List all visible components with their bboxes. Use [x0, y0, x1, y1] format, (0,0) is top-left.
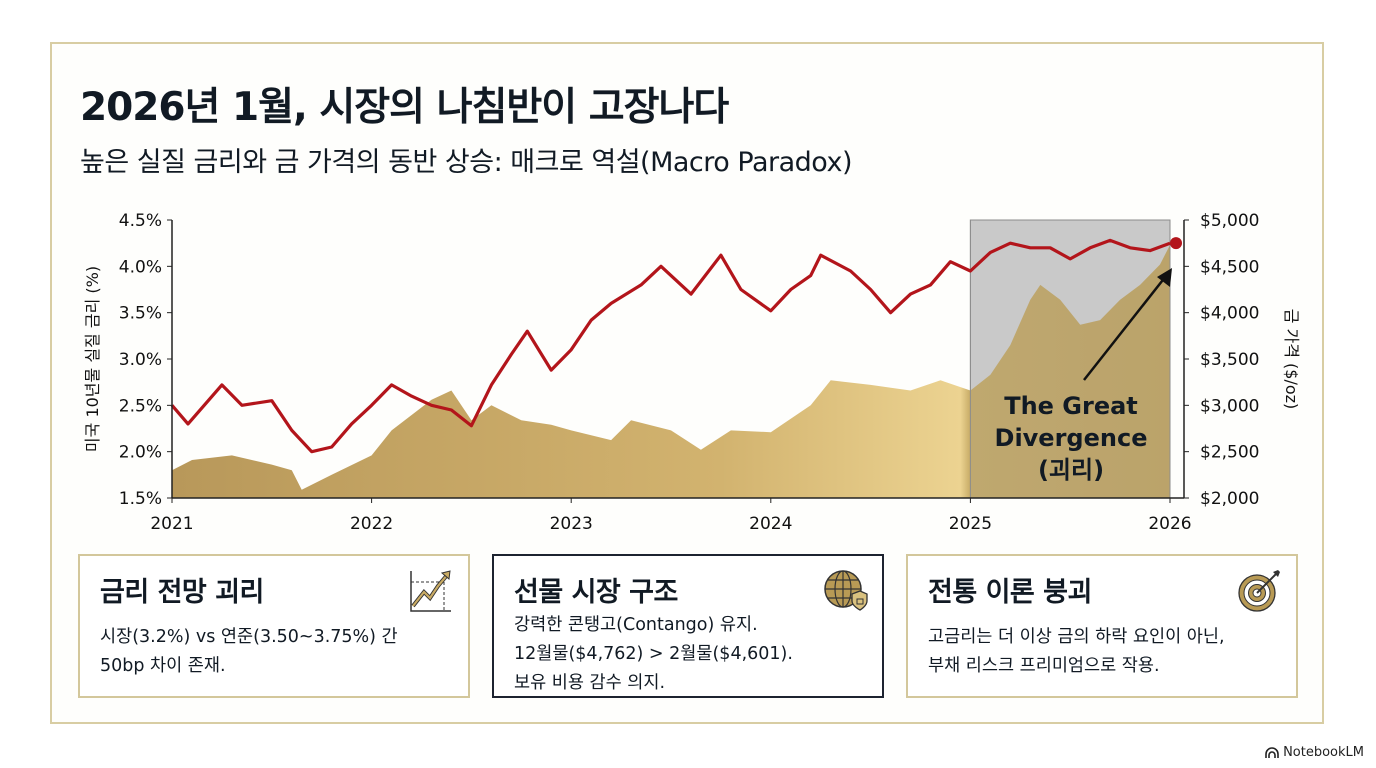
left-axis-title: 미국 10년물 실질 금리 (%) [83, 266, 102, 452]
card-text-line: 고금리는 더 이상 금의 하락 요인이 아닌, [928, 627, 1225, 647]
notebooklm-brand: NotebookLM [1265, 745, 1364, 760]
gold-price-area [172, 245, 1170, 498]
card-text-line: 강력한 콘탱고(Contango) 유지. [514, 615, 758, 635]
card-title: 선물 시장 구조 [514, 577, 678, 608]
brand-label: NotebookLM [1283, 745, 1364, 760]
real-rate-endpoint [1170, 237, 1182, 250]
card-text-line: 12월물($4,762) > 2월물($4,601). [514, 644, 793, 664]
right-tick-label: $2,000 [1200, 489, 1259, 509]
card-futures-structure: 선물 시장 구조 강력한 콘탱고(Contango) 유지. 12월물($4,7… [492, 554, 884, 698]
globe-shield-icon [824, 570, 868, 611]
left-tick-label: 2.0% [119, 443, 162, 463]
right-tick-label: $4,500 [1200, 257, 1259, 277]
x-tick-label: 2026 [1148, 514, 1191, 534]
card-title: 전통 이론 붕괴 [928, 577, 1092, 608]
right-tick-label: $4,000 [1200, 304, 1259, 324]
card-rate-outlook: 금리 전망 괴리 시장(3.2%) vs 연준(3.50~3.75%) 간 50… [78, 554, 470, 698]
left-tick-label: 2.5% [119, 396, 162, 416]
card-text-line: 보유 비용 감수 의지. [514, 673, 666, 693]
divergence-label: Divergence [995, 424, 1148, 452]
divergence-label: (괴리) [1038, 456, 1104, 484]
real-rate-line [170, 238, 1171, 454]
x-tick-label: 2022 [350, 514, 393, 534]
page-subtitle: 높은 실질 금리와 금 가격의 동반 상승: 매크로 역설(Macro Para… [80, 147, 852, 178]
card-title: 금리 전망 괴리 [100, 577, 264, 608]
divergence-arrowhead [1157, 268, 1172, 287]
x-tick-label: 2021 [150, 514, 193, 534]
trend-chart-icon [410, 570, 451, 612]
x-tick-label: 2023 [550, 514, 593, 534]
right-tick-label: $2,500 [1200, 443, 1259, 463]
left-tick-label: 3.5% [119, 304, 162, 324]
x-tick-label: 2024 [749, 514, 792, 534]
dual-axis-chart: 1.5% 2.0% 2.5% 3.0% 3.5% 4.0% 4.5% $2,000 $2,500… [83, 211, 1301, 534]
card-text-line: 부채 리스크 프리미엄으로 작용. [928, 656, 1160, 676]
right-tick-label: $3,000 [1200, 396, 1259, 416]
right-tick-label: $5,000 [1200, 211, 1259, 231]
target-icon [1238, 570, 1280, 612]
left-tick-label: 4.0% [119, 257, 162, 277]
right-axis-title: 금 가격 ($/oz) [1282, 309, 1301, 410]
page-title: 2026년 1월, 시장의 나침반이 고장나다 [80, 85, 729, 130]
card-theory-collapse: 전통 이론 붕괴 고금리는 더 이상 금의 하락 요인이 아닌, 부채 리스크 … [906, 554, 1298, 698]
x-tick-label: 2025 [949, 514, 992, 534]
divergence-arrow [1083, 275, 1167, 381]
divergence-label: The Great [1004, 392, 1138, 420]
notebooklm-logo-icon [1265, 746, 1279, 758]
card-text-line: 50bp 차이 존재. [100, 656, 226, 676]
right-tick-label: $3,500 [1200, 350, 1259, 370]
card-text-line: 시장(3.2%) vs 연준(3.50~3.75%) 간 [100, 627, 398, 647]
left-tick-label: 4.5% [119, 211, 162, 231]
left-tick-label: 3.0% [119, 350, 162, 370]
left-tick-label: 1.5% [119, 489, 162, 509]
highlight-overlay [969, 219, 1171, 499]
